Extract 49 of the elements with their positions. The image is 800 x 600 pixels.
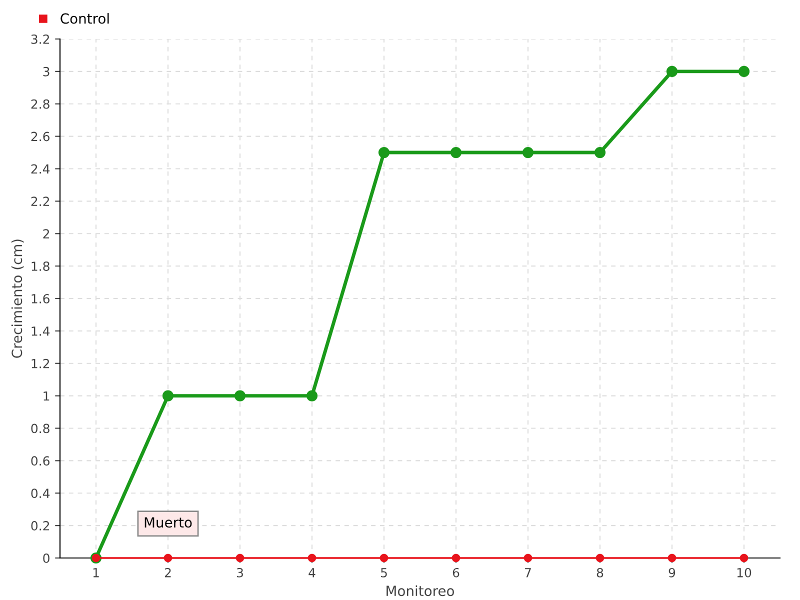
x-tick-label: 4 xyxy=(308,568,316,578)
y-tick-label: 1.6 xyxy=(32,294,50,304)
point xyxy=(594,146,606,158)
y-tick-label: 0.6 xyxy=(31,456,50,466)
y-tick-label: 1 xyxy=(44,391,50,401)
point xyxy=(452,554,460,562)
y-tick-label: 1.8 xyxy=(32,262,50,271)
y-tick-label: 2.4 xyxy=(31,164,50,174)
point xyxy=(164,554,172,562)
point xyxy=(596,554,604,562)
point xyxy=(236,554,244,562)
x-tick-label: 6 xyxy=(452,568,460,578)
x-tick-label: 5 xyxy=(380,568,387,578)
point xyxy=(666,66,678,77)
x-tick-label: 1 xyxy=(93,568,99,578)
x-tick-label: 9 xyxy=(668,568,676,578)
point xyxy=(380,554,388,562)
y-tick-label: 1.2 xyxy=(32,358,50,368)
y-tick-label: 2.6 xyxy=(31,132,50,142)
point xyxy=(738,66,750,77)
x-axis-title: Monitoreo xyxy=(386,585,454,596)
y-tick-label: 0 xyxy=(43,553,50,563)
point xyxy=(308,554,316,562)
y-tick-label: 0.2 xyxy=(31,521,50,530)
y-tick-label: 2.8 xyxy=(31,99,50,109)
point xyxy=(740,554,748,562)
point xyxy=(306,390,318,402)
point xyxy=(522,146,534,158)
y-tick-label: 3 xyxy=(43,66,50,76)
x-tick-label: 7 xyxy=(525,568,531,578)
point xyxy=(450,146,462,158)
point xyxy=(524,554,532,562)
point xyxy=(234,390,246,402)
y-tick-label: 0.4 xyxy=(31,488,50,498)
legend-label: Control xyxy=(60,13,109,24)
point xyxy=(378,146,390,158)
y-tick-label: 3.2 xyxy=(31,34,50,44)
annotation: Muerto xyxy=(144,517,192,528)
x-tick-label: 8 xyxy=(596,568,604,578)
x-tick-label: 2 xyxy=(164,568,171,578)
y-tick-label: 1.4 xyxy=(32,326,50,336)
y-axis-title: Crecimiento (cm) xyxy=(11,240,24,358)
x-tick-label: 3 xyxy=(236,568,243,578)
y-tick-label: 0.8 xyxy=(31,424,50,434)
y-tick-label: 2 xyxy=(43,229,50,238)
point xyxy=(162,390,174,402)
y-tick-label: 2.2 xyxy=(31,196,50,206)
x-tick-label: 10 xyxy=(737,568,752,578)
point xyxy=(668,554,676,562)
